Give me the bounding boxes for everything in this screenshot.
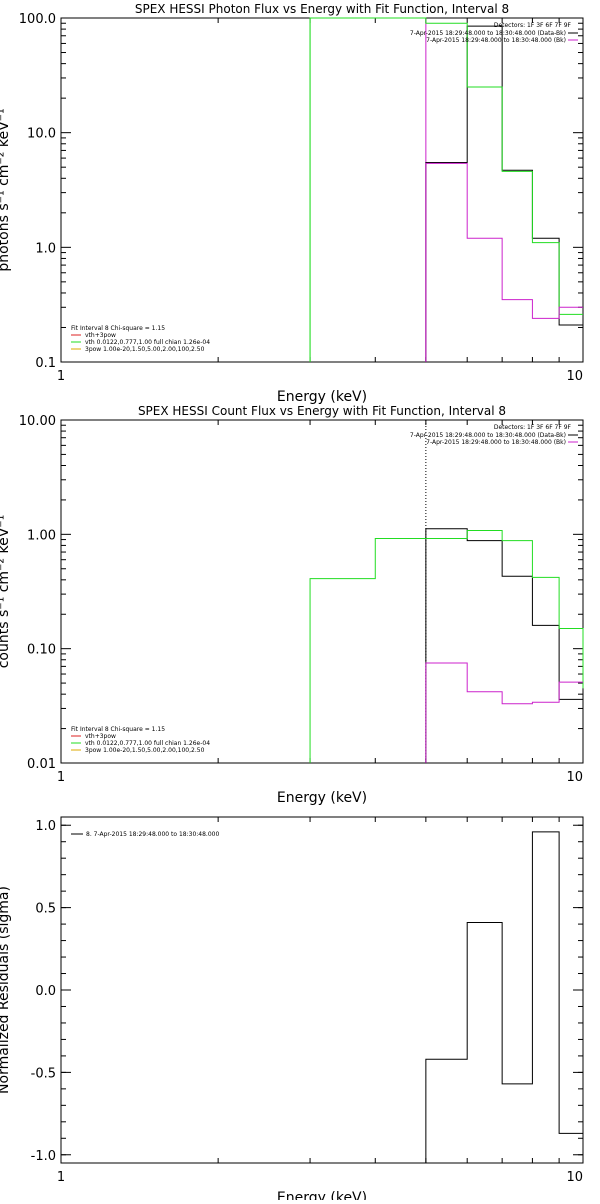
y-tick-label: 0.01	[27, 757, 56, 772]
series-model-histogram	[309, 17, 583, 362]
fit-info-header: Fit Interval 8 Chi-square = 1.15	[71, 726, 165, 733]
legend-detectors: Detectors: 1F 3F 6F 7F 9F	[494, 424, 572, 431]
fit-info-entry: vth 0.0122,0.777,1.00 full chian 1.26e-0…	[85, 740, 210, 747]
fit-info-entry: 3pow 1.00e-20,1.50,5.00,2.00,100,2.50	[85, 747, 205, 754]
x-tick-label: 10	[566, 770, 583, 785]
series-model-histogram	[309, 530, 584, 763]
series-bk-histogram	[425, 662, 583, 763]
legend-entry: 7-Apr-2015 18:29:48.000 to 18:30:48.000 …	[410, 30, 566, 37]
y-tick-label: 10.00	[19, 414, 56, 429]
legend-entry: 7-Apr-2015 18:29:48.000 to 18:30:48.000 …	[426, 37, 566, 44]
y-axis-label: counts s⁻¹ cm⁻² keV⁻¹	[0, 515, 12, 669]
legend-entry: 7-Apr-2015 18:29:48.000 to 18:30:48.000 …	[410, 432, 566, 439]
x-axis-label: Energy (keV)	[277, 1190, 367, 1200]
series-bk-histogram	[425, 162, 583, 362]
fit-info-entry: 3pow 1.00e-20,1.50,5.00,2.00,100,2.50	[85, 346, 205, 353]
y-tick-label: 0.5	[35, 902, 56, 917]
y-tick-label: 100.0	[19, 12, 56, 27]
y-axis-label: Normalized Residuals (sigma)	[0, 886, 12, 1094]
fit-info-entry: vth 0.0122,0.777,1.00 full chian 1.26e-0…	[85, 339, 210, 346]
fit-info-entry: vth+3pow	[85, 733, 116, 740]
plot-frame	[60, 816, 584, 1164]
x-tick-label: 10	[566, 369, 583, 384]
y-tick-label: -1.0	[31, 1149, 56, 1164]
chart-panel-3: -1.0 -0.5 0.0 0.5 1.0 1 10 Energy (keV) Normaliz…	[0, 816, 584, 1204]
y-tick-label: 0.1	[35, 356, 56, 371]
chart-panel-2: 0.01 0.10 1.00 10.00 1 10 Energy (keV) counts s…	[0, 404, 584, 806]
x-axis-label: Energy (keV)	[277, 389, 367, 405]
fit-info-entry: vth+3pow	[85, 332, 116, 339]
x-tick-label: 1	[57, 369, 65, 384]
y-tick-label: 1.0	[35, 241, 56, 256]
series-8--histogram	[425, 831, 583, 1163]
x-tick-label: 10	[566, 1170, 583, 1185]
y-tick-label: 0.10	[27, 643, 56, 658]
plot-frame	[60, 17, 584, 363]
series-data-bk-histogram	[425, 528, 583, 763]
chart-panel-1: 0.1 1.0 10.0 100.0 1 10 Energy (keV) photons s⁻…	[0, 2, 584, 405]
y-tick-label: 10.0	[27, 127, 56, 142]
y-tick-label: 0.0	[35, 984, 56, 999]
legend-detectors: Detectors: 1F 3F 6F 7F 9F	[494, 22, 572, 29]
x-tick-label: 1	[57, 1170, 65, 1185]
x-axis-label: Energy (keV)	[277, 790, 367, 806]
plot-frame	[60, 419, 584, 764]
y-tick-label: 1.0	[35, 819, 56, 834]
legend-entry: 8. 7-Apr-2015 18:29:48.000 to 18:30:48.0…	[86, 831, 219, 838]
fit-info-header: Fit Interval 8 Chi-square = 1.15	[71, 325, 165, 332]
chart-title: SPEX HESSI Count Flux vs Energy with Fit…	[138, 404, 506, 418]
y-tick-label: -0.5	[31, 1066, 56, 1081]
legend-entry: 7-Apr-2015 18:29:48.000 to 18:30:48.000 …	[426, 439, 566, 446]
chart-title: SPEX HESSI Photon Flux vs Energy with Fi…	[135, 2, 509, 16]
y-axis-label: photons s⁻¹ cm⁻² keV⁻¹	[0, 108, 12, 271]
x-tick-label: 1	[57, 770, 65, 785]
y-tick-label: 1.00	[27, 528, 56, 543]
